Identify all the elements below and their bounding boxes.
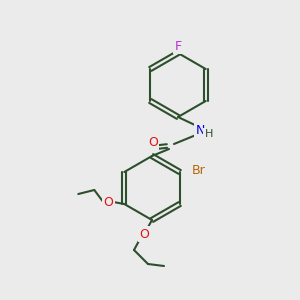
Text: O: O (139, 227, 149, 241)
Text: O: O (148, 136, 158, 148)
Text: F: F (174, 40, 182, 52)
Text: N: N (195, 124, 205, 137)
Text: Br: Br (192, 164, 206, 176)
Text: H: H (205, 129, 213, 139)
Text: O: O (103, 196, 113, 208)
